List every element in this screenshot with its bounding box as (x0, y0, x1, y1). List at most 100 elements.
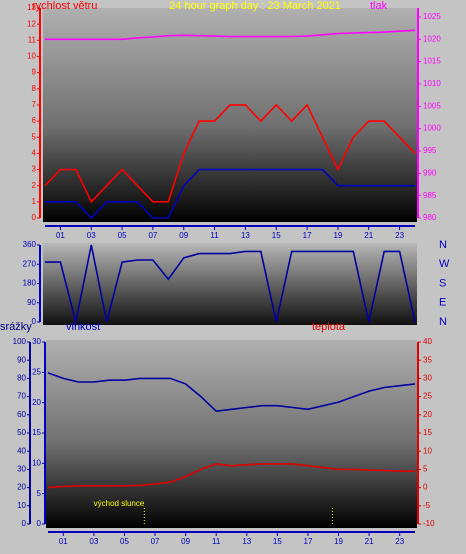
series-line (47, 372, 416, 413)
y-tick-label: W (439, 258, 450, 270)
y-tick-label: N (439, 316, 447, 328)
y-tick-label: 50 (17, 428, 26, 437)
series-line (45, 168, 415, 220)
x-tick-label: 07 (148, 231, 157, 240)
x-tick-label: 15 (273, 537, 282, 546)
y-tick-label: 1025 (423, 12, 441, 21)
y-tick-label: 5 (423, 465, 428, 474)
x-tick-label: 19 (333, 231, 342, 240)
y-tick-label: 985 (423, 191, 437, 200)
y-tick-label: 0 (32, 213, 37, 222)
y-tick-label: 11 (28, 35, 37, 44)
chart-title: 24 hour graph day : 23 March 2021 (169, 0, 341, 12)
series-line (47, 463, 415, 489)
axis-label: tlak (370, 0, 388, 12)
y-tick-label: 15 (423, 428, 432, 437)
series-line (44, 103, 416, 204)
x-tick-label: 11 (212, 537, 221, 546)
x-tick-label: 17 (304, 537, 313, 546)
y-tick-label: 25 (423, 392, 432, 401)
x-tick-label: 23 (395, 231, 404, 240)
x-tick-label: 03 (89, 537, 98, 546)
y-tick-label: 1005 (423, 101, 441, 110)
y-tick-label: 10 (17, 501, 26, 510)
y-tick-label: 5 (32, 132, 37, 141)
x-tick-label: 01 (56, 231, 65, 240)
axis-label: srážky (0, 321, 32, 333)
y-tick-label: 1000 (423, 124, 441, 133)
x-tick-label: 19 (334, 537, 343, 546)
y-tick-label: 30 (32, 337, 41, 346)
y-tick-label: 40 (423, 337, 432, 346)
y-tick-label: 360 (23, 240, 37, 249)
y-tick-label: 60 (17, 410, 26, 419)
y-tick-label: 3 (32, 165, 37, 174)
panel-humidity (46, 340, 417, 528)
axis-label: teplota (312, 321, 346, 333)
y-tick-label: 1010 (423, 79, 441, 88)
y-tick-label: -10 (423, 519, 435, 528)
y-tick-label: 12 (27, 19, 36, 28)
y-tick-label: 15 (32, 428, 41, 437)
y-tick-label: 5 (37, 489, 42, 498)
y-tick-label: E (439, 297, 446, 309)
y-tick-label: 13 (27, 3, 36, 12)
x-tick-label: 09 (181, 537, 190, 546)
y-tick-label: 2 (32, 181, 37, 190)
x-tick-label: 17 (303, 231, 312, 240)
y-tick-label: 6 (32, 116, 37, 125)
x-tick-label: 23 (395, 537, 404, 546)
y-tick-label: 25 (32, 367, 41, 376)
y-tick-label: 0 (37, 519, 42, 528)
x-tick-label: 05 (118, 231, 127, 240)
series-line (45, 29, 416, 41)
y-tick-label: 40 (17, 446, 26, 455)
y-tick-label: 1020 (423, 34, 441, 43)
x-tick-label: 11 (210, 231, 219, 240)
y-tick-label: 270 (23, 259, 37, 268)
y-tick-label: 20 (17, 483, 26, 492)
x-tick-label: 01 (59, 537, 68, 546)
y-tick-label: 1015 (423, 57, 441, 66)
y-tick-label: 0 (32, 317, 37, 326)
axis-label: vlhkost (66, 321, 100, 333)
y-tick-label: 1 (32, 197, 37, 206)
y-tick-label: 4 (32, 148, 37, 157)
y-tick-label: 10 (32, 458, 41, 467)
y-tick-label: N (439, 239, 447, 251)
x-tick-label: 09 (179, 231, 188, 240)
y-tick-label: 35 (423, 355, 432, 364)
y-tick-label: 990 (423, 168, 437, 177)
y-tick-label: 9 (32, 68, 37, 77)
y-tick-label: 30 (423, 374, 432, 383)
y-tick-label: 90 (27, 298, 36, 307)
y-tick-label: 0 (22, 519, 27, 528)
y-tick-label: 70 (17, 392, 26, 401)
y-tick-label: 90 (17, 355, 26, 364)
y-tick-label: 10 (423, 446, 432, 455)
y-tick-label: 7 (32, 100, 37, 109)
x-tick-label: 21 (365, 537, 374, 546)
x-tick-label: 21 (364, 231, 373, 240)
y-tick-label: 80 (17, 374, 26, 383)
y-tick-label: 10 (27, 52, 36, 61)
y-tick-label: 980 (423, 213, 437, 222)
y-tick-label: -5 (423, 501, 431, 510)
event-label: východ slunce (94, 499, 145, 508)
y-tick-label: 0 (423, 483, 428, 492)
y-tick-label: S (439, 277, 446, 289)
y-tick-label: 30 (17, 465, 26, 474)
series-line (45, 244, 416, 323)
y-tick-label: 100 (13, 337, 27, 346)
y-tick-label: 20 (32, 398, 41, 407)
axis-label: rychlost větru (32, 0, 97, 12)
y-tick-label: 995 (423, 146, 437, 155)
y-tick-label: 8 (32, 84, 37, 93)
x-tick-label: 07 (151, 537, 160, 546)
y-tick-label: 180 (23, 279, 37, 288)
y-tick-label: 20 (423, 410, 432, 419)
x-tick-label: 05 (120, 537, 129, 546)
x-tick-label: 13 (241, 231, 250, 240)
x-tick-label: 13 (242, 537, 251, 546)
